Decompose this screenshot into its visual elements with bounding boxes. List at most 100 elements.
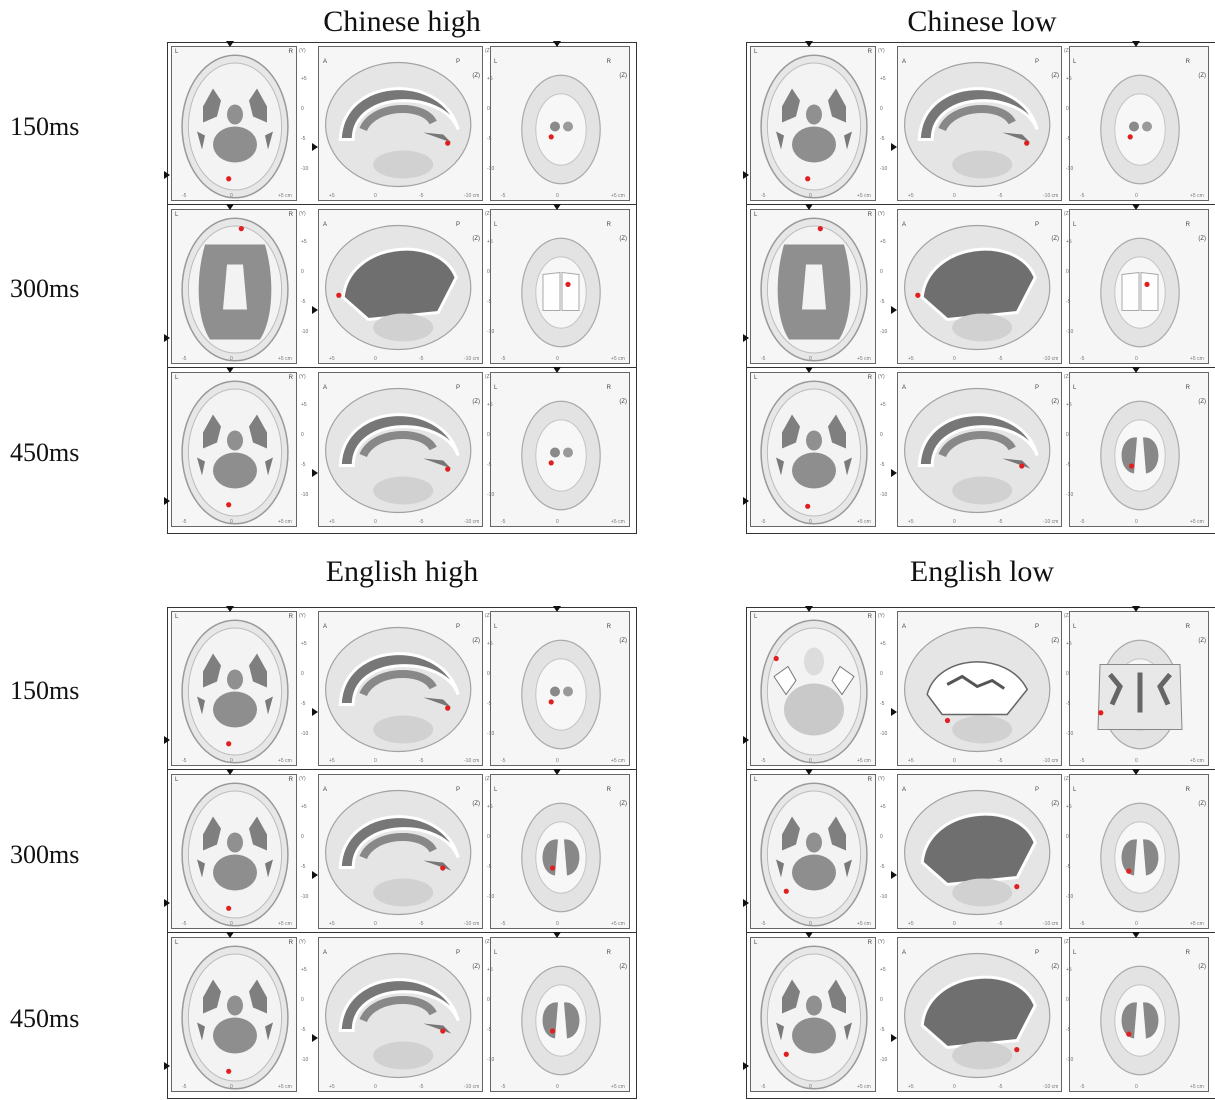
orientation-label-posterior: P [455,59,460,65]
scale-tick-label: 0 [374,921,377,927]
scale-tick-label: +5 cm [278,921,292,927]
scale-tick-label: -5 [761,1084,766,1090]
orientation-label-left: L [754,212,758,218]
cursor-marker [226,204,234,210]
scale-tick-label: 0 [487,834,490,840]
orientation-label-z: (Z) [619,964,627,970]
scale-tick-label: -5 [301,299,306,305]
scale-tick-label: +5 [908,356,914,362]
orientation-label-z: (Z) [1051,964,1059,970]
orientation-label-posterior: P [1034,59,1039,65]
brain-slice-image [1100,74,1180,185]
vertical-scale: (Y) +5 0 -5 -10 [877,611,895,766]
activation-hotspot [440,865,446,871]
sagittal-view: A P (Z) +5 0 -5 -10 cm [897,209,1062,364]
scale-tick-label: -10 cm [1043,921,1059,927]
scale-tick-label: -10 [880,492,888,498]
time-label-bottom-450: 450ms [10,1004,80,1033]
activation-hotspot [226,905,232,911]
scale-tick-label: 0 [1066,106,1069,112]
scale-tick-label: 0 [301,671,304,677]
cursor-marker [743,171,749,179]
scale-tick-label: 0 [1066,432,1069,438]
scale-tick-label: -10 cm [464,758,480,764]
brain-slice-image [1097,639,1183,750]
orientation-label-z: (Z) [1051,638,1059,644]
scale-tick-label: -5 [761,519,766,525]
scale-tick-label: 0 [1135,1084,1138,1090]
brain-slice-image [1100,802,1180,913]
scale-tick-label: -10 cm [464,921,480,927]
brain-slice-image [903,952,1051,1079]
orientation-label-z: (Z) [619,236,627,242]
scale-tick-label: +5 [1066,641,1072,647]
orientation-label-right: R [606,59,611,65]
activation-hotspot [445,140,451,146]
scale-tick-label: -5 [1080,758,1085,764]
brain-slice-image [324,789,472,916]
cursor-marker [743,1062,749,1070]
activation-hotspot [783,888,789,894]
scale-tick-label: -5 [998,356,1003,362]
sagittal-view: A P (Z) +5 0 -5 -10 cm [897,46,1062,201]
scale-tick-label: 0 [487,432,490,438]
vertical-scale: (Z) +5 0 -5 -10 [484,372,502,527]
scale-tick-label: -10 [487,894,495,900]
orientation-label-right: R [1185,222,1190,228]
scale-tick-label: 0 [556,356,559,362]
panel-chinese-high-450ms: (X,Y,Z)=(10, -102, -13) [mm] ; (0.02671.… [164,367,636,531]
scale-tick-label: +5 cm [278,193,292,199]
orientation-label-right: R [288,212,293,218]
scale-tick-label: -5 [182,519,187,525]
cursor-marker [312,469,318,477]
scale-tick-label: 0 [809,193,812,199]
scale-tick-label: -5 [501,921,506,927]
brain-slice-image [521,965,601,1076]
cursor-marker [164,1062,170,1070]
cursor-marker [805,769,813,775]
scale-tick-label: 0 [230,758,233,764]
scale-tick-label: -10 [880,166,888,172]
cursor-marker [312,708,318,716]
cursor-marker [891,708,897,716]
scale-tick-label: -5 [880,299,885,305]
orientation-label-right: R [288,375,293,381]
scale-tick-label: -5 [1080,1084,1085,1090]
cursor-marker [743,334,749,342]
scale-tick-label: -10 [301,492,309,498]
orientation-label-left: L [494,385,498,391]
scale-tick-label: 0 [880,432,883,438]
brain-slice-image [521,639,601,750]
scale-tick-label: 0 [809,1084,812,1090]
activation-hotspot [226,741,232,747]
scale-tick-label: 0 [880,269,883,275]
activation-hotspot [445,466,451,472]
brain-slice-image [324,61,472,188]
scale-tick-label: +5 [880,239,886,245]
brain-slice-image [903,789,1051,916]
orientation-label-posterior: P [455,222,460,228]
scale-tick-label: -5 [419,921,424,927]
activation-hotspot [1019,463,1025,469]
axis-label: (Z) [485,374,492,380]
orientation-label-right: R [1185,787,1190,793]
scale-tick-label: -10 [1066,731,1074,737]
scale-tick-label: 0 [556,519,559,525]
scale-tick-label: +5 [880,967,886,973]
orientation-label-anterior: A [902,59,907,65]
scale-tick-label: -10 [487,492,495,498]
scale-tick-label: +5 [301,967,307,973]
axis-label: (Y) [299,211,306,217]
coronal-view: L R (Z) -5 0 +5 cm [490,372,630,527]
orientation-label-right: R [606,787,611,793]
activation-hotspot [238,226,244,232]
activation-hotspot [805,503,811,509]
scale-tick-label: +5 [1066,239,1072,245]
scale-tick-label: +5 [880,804,886,810]
orientation-label-left: L [494,787,498,793]
vertical-scale: (Z) +5 0 -5 -10 [484,611,502,766]
activation-hotspot [336,292,342,298]
cursor-marker [553,606,561,612]
brain-slice-image [760,54,868,199]
brain-slice-image [1100,400,1180,511]
